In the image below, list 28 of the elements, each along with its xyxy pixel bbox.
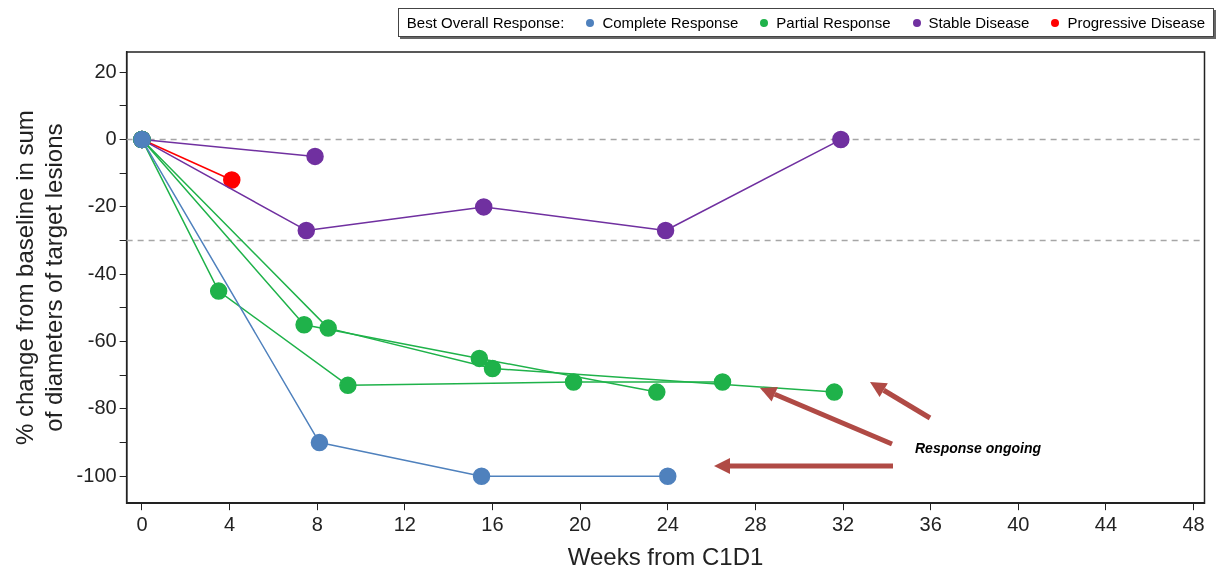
legend-label: Progressive Disease — [1067, 14, 1205, 31]
x-tick-label: 4 — [224, 512, 236, 535]
legend-label: Partial Response — [776, 14, 891, 31]
x-tick-label: 28 — [744, 512, 767, 535]
x-tick-label: 16 — [481, 512, 504, 535]
x-axis-title: Weeks from C1D1 — [567, 543, 764, 571]
x-tick-label: 32 — [831, 512, 855, 535]
x-tick-label: 20 — [569, 512, 592, 535]
y-tick-label: -80 — [87, 396, 117, 419]
legend-title: Best Overall Response: — [406, 14, 565, 31]
y-axis-title: % change from baseline in sum of diameters of target lesions — [11, 110, 67, 446]
y-tick-label: 20 — [94, 59, 117, 82]
x-tick-label: 40 — [1007, 512, 1030, 535]
y-tick-label: -20 — [87, 194, 117, 217]
x-tick-label: 48 — [1182, 512, 1205, 535]
y-tick-label: -40 — [87, 261, 117, 284]
x-tick-label: 44 — [1094, 512, 1118, 535]
legend-label: Complete Response — [602, 14, 739, 31]
x-tick-label: 12 — [393, 512, 416, 535]
legend-label: Stable Disease — [928, 14, 1030, 31]
y-tick-label: 0 — [105, 127, 117, 150]
x-tick-label: 0 — [136, 512, 148, 535]
x-tick-label: 24 — [656, 512, 679, 535]
y-tick-label: -100 — [76, 463, 117, 486]
annotation: Response ongoing — [915, 440, 1041, 456]
x-tick-label: 8 — [311, 512, 323, 535]
x-tick-label: 36 — [919, 512, 942, 535]
y-tick-label: -60 — [87, 329, 117, 352]
